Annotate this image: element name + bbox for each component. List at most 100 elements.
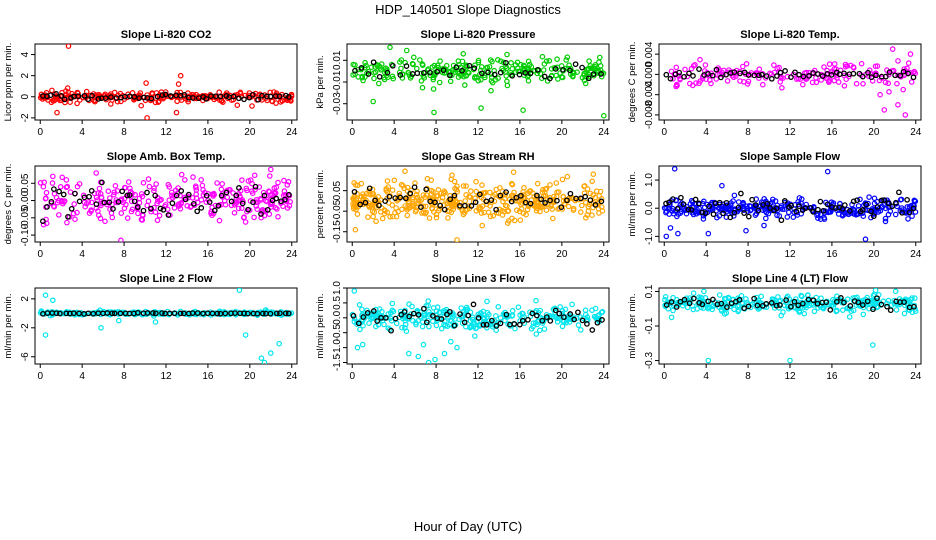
mean-point [724,304,730,310]
data-point [43,195,49,202]
data-point [140,180,147,186]
mean-point [194,310,201,316]
data-point [190,92,197,98]
mean-point [440,67,447,74]
data-point [445,215,451,221]
x-tick-label: 24 [598,371,610,382]
mean-point [397,194,404,201]
data-point [591,65,597,72]
x-tick-label: 8 [433,127,439,138]
data-point [476,204,483,210]
y-tick-label: -0.05 [20,206,31,229]
x-tick-label: 4 [703,371,709,382]
outlier-point [351,288,358,294]
mean-point [483,198,490,205]
data-point [539,189,546,196]
x-tick-label: 20 [244,127,256,138]
data-point [905,60,912,66]
data-point [852,294,858,301]
data-point [400,182,406,189]
outlier-point [705,357,712,364]
data-point [490,213,497,219]
mean-point [48,198,55,205]
data-point [49,180,56,186]
data-point [281,177,287,184]
panel-title: Slope Gas Stream RH [421,151,534,163]
mean-point [182,196,189,203]
data-point [495,303,502,310]
mean-point [856,70,863,77]
data-point [402,168,408,175]
data-point [678,208,685,215]
data-point [867,297,874,304]
mean-point [233,192,240,199]
data-point [528,325,535,332]
data-point [731,192,738,199]
mean-point [841,299,847,306]
x-tick-label: 24 [286,127,298,138]
data-point [565,203,572,210]
mean-point [805,296,812,303]
outlier-point [267,166,274,173]
outlier-point [175,81,182,87]
plot-frame [346,43,610,121]
outlier-point [420,341,427,348]
mean-point [723,199,730,206]
x-tick-label: 16 [202,127,214,138]
data-point [584,212,591,218]
mean-point [564,197,570,204]
x-tick-label: 4 [703,127,709,138]
mean-point [795,302,802,309]
data-point [799,81,806,88]
data-point [905,216,911,222]
mean-point [522,199,529,206]
mean-point [788,74,794,80]
mean-point [575,309,581,316]
data-point [461,82,468,88]
mean-point [160,206,167,213]
x-tick-label: 0 [661,249,667,260]
mean-point [44,204,50,210]
mean-point [134,204,141,210]
data-point [882,215,889,222]
mean-point [534,192,540,199]
mean-point [870,213,877,220]
mean-point [264,93,270,100]
mean-point [53,310,60,317]
mean-point [162,91,169,98]
mean-point [705,71,711,77]
mean-point [777,69,784,76]
mean-point [522,69,529,76]
data-point [171,205,178,211]
x-tick-label: 24 [286,371,298,382]
data-point [547,312,553,319]
data-point [351,318,358,325]
mean-point [475,315,482,321]
mean-point [403,63,410,69]
mean-point [357,201,364,208]
mean-point [736,297,743,303]
panel-6: Slope Sample Flow 0 4 8 12 16 20 24 -1.0 0.0 1.0 ml… [627,151,922,260]
mean-point [796,203,802,210]
mean-point [165,212,172,218]
data-point [410,54,417,61]
data-point [260,189,267,196]
mean-point [754,302,761,309]
mean-point [799,300,806,307]
data-point [473,188,480,195]
data-point [493,209,500,216]
plot-frame [34,287,298,365]
data-point [127,185,133,192]
data-point [831,61,838,67]
mean-point [832,205,839,211]
data-point [846,305,853,312]
outlier-point [405,350,412,357]
x-tick-label: 0 [661,371,667,382]
mean-point [259,92,265,99]
outlier-point [42,332,49,338]
data-point [370,213,376,220]
mean-point [547,75,553,82]
data-point [860,213,867,220]
data-point [662,303,669,310]
